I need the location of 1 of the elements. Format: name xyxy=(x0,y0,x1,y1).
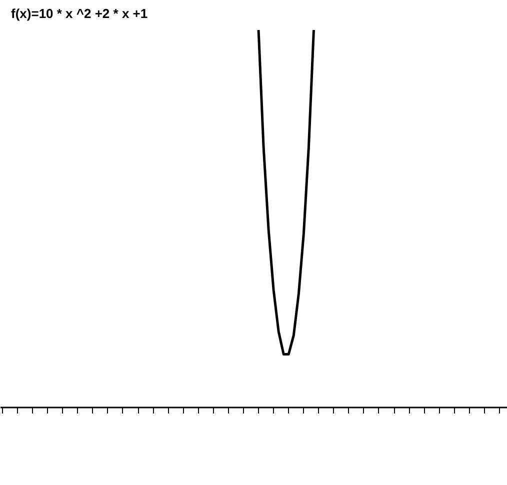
chart-title: f(x)=10 * x ^2 +2 * x +1 xyxy=(11,6,148,21)
